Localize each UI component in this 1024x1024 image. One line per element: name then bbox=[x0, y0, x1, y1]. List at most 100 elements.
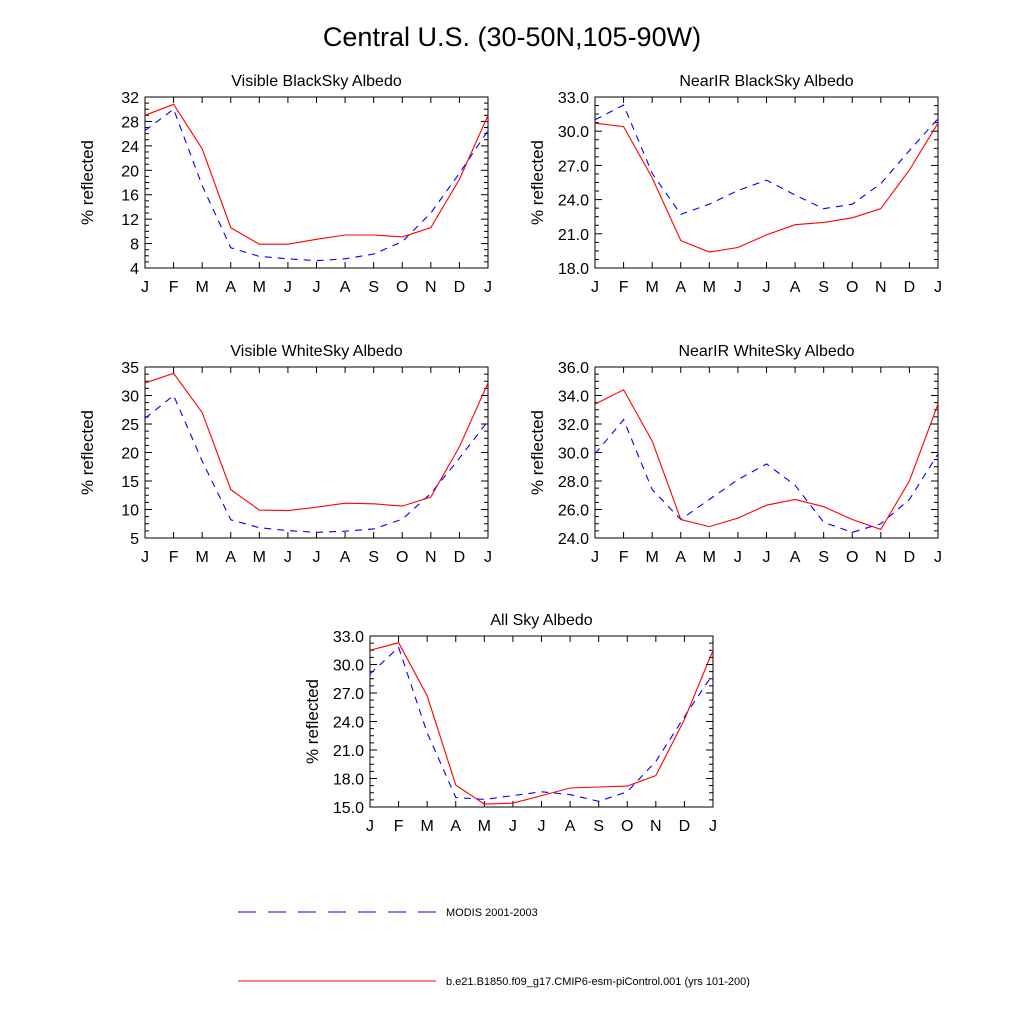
y-tick-label: 24.0 bbox=[333, 715, 364, 732]
y-axis-label: % reflected bbox=[303, 679, 322, 764]
plot-frame bbox=[594, 96, 939, 269]
x-tick-label: F bbox=[619, 549, 629, 566]
x-tick-label: A bbox=[225, 549, 236, 566]
y-tick-label: 30.0 bbox=[558, 446, 589, 463]
x-tick-label: D bbox=[454, 279, 466, 296]
y-axis-label: % reflected bbox=[528, 140, 547, 225]
x-tick-label: M bbox=[196, 549, 209, 566]
x-tick-label: J bbox=[538, 818, 546, 835]
x-tick-label: J bbox=[284, 279, 292, 296]
y-tick-label: 21.0 bbox=[333, 743, 364, 760]
y-tick-label: 34.0 bbox=[558, 389, 589, 406]
y-tick-label: 24 bbox=[121, 139, 139, 156]
x-tick-label: J bbox=[709, 818, 717, 835]
model-series-line bbox=[144, 103, 489, 245]
model-series-line bbox=[594, 122, 939, 253]
y-axis-label: % reflected bbox=[528, 410, 547, 495]
x-tick-label: J bbox=[934, 549, 942, 566]
legend-modis-label: MODIS 2001-2003 bbox=[446, 907, 538, 919]
x-tick-label: A bbox=[450, 818, 461, 835]
x-tick-label: A bbox=[790, 549, 801, 566]
x-tick-label: J bbox=[141, 549, 149, 566]
x-tick-label: F bbox=[169, 549, 179, 566]
model-series-line bbox=[369, 642, 714, 805]
y-tick-label: 15 bbox=[121, 474, 139, 491]
x-tick-label: A bbox=[675, 549, 686, 566]
x-tick-label: J bbox=[313, 279, 321, 296]
x-tick-label: D bbox=[904, 549, 916, 566]
x-tick-label: O bbox=[396, 279, 408, 296]
x-tick-label: N bbox=[650, 818, 662, 835]
y-tick-label: 16 bbox=[121, 188, 139, 205]
legend: MODIS 2001-2003 b.e21.B1850.f09_g17.CMIP6… bbox=[238, 907, 750, 988]
y-tick-label: 30.0 bbox=[333, 658, 364, 675]
x-tick-label: J bbox=[366, 818, 374, 835]
y-tick-label: 32.0 bbox=[558, 417, 589, 434]
y-tick-label: 28 bbox=[121, 114, 139, 131]
x-tick-label: J bbox=[484, 549, 492, 566]
modis-series-line bbox=[369, 646, 714, 802]
y-tick-label: 33.0 bbox=[558, 90, 589, 107]
modis-series-line bbox=[144, 108, 489, 262]
x-tick-label: S bbox=[368, 279, 379, 296]
x-tick-label: S bbox=[818, 549, 829, 566]
x-tick-label: M bbox=[646, 549, 659, 566]
panel-title: NearIR WhiteSky Albedo bbox=[678, 343, 854, 360]
y-tick-label: 5 bbox=[130, 531, 139, 548]
model-series-line bbox=[594, 389, 939, 531]
x-tick-label: J bbox=[509, 818, 517, 835]
x-tick-label: M bbox=[646, 279, 659, 296]
y-tick-label: 21.0 bbox=[558, 227, 589, 244]
y-tick-label: 20 bbox=[121, 163, 139, 180]
y-tick-label: 30 bbox=[121, 389, 139, 406]
x-tick-label: F bbox=[169, 279, 179, 296]
x-tick-label: J bbox=[934, 279, 942, 296]
legend-model-label: b.e21.B1850.f09_g17.CMIP6-esm-piControl.… bbox=[446, 976, 750, 988]
y-axis-label: % reflected bbox=[78, 410, 97, 495]
x-tick-label: S bbox=[818, 279, 829, 296]
y-tick-label: 36.0 bbox=[558, 360, 589, 377]
model-series-line bbox=[144, 372, 489, 512]
x-tick-label: M bbox=[253, 549, 266, 566]
panel-title: Visible BlackSky Albedo bbox=[231, 73, 402, 90]
x-tick-label: M bbox=[703, 279, 716, 296]
x-tick-label: O bbox=[846, 279, 858, 296]
y-tick-label: 30.0 bbox=[558, 124, 589, 141]
x-tick-label: A bbox=[790, 279, 801, 296]
plot-frame bbox=[144, 366, 489, 539]
y-tick-label: 26.0 bbox=[558, 503, 589, 520]
panel-title: Visible WhiteSky Albedo bbox=[230, 343, 402, 360]
y-tick-label: 33.0 bbox=[333, 629, 364, 646]
figure-title: Central U.S. (30-50N,105-90W) bbox=[322, 22, 702, 52]
y-tick-label: 18.0 bbox=[558, 261, 589, 278]
x-tick-label: J bbox=[734, 549, 742, 566]
x-tick-label: M bbox=[253, 279, 266, 296]
panel-title: NearIR BlackSky Albedo bbox=[679, 73, 853, 90]
x-tick-label: J bbox=[763, 549, 771, 566]
y-tick-label: 35 bbox=[121, 360, 139, 377]
x-tick-label: F bbox=[619, 279, 629, 296]
x-tick-label: A bbox=[675, 279, 686, 296]
x-tick-label: O bbox=[846, 549, 858, 566]
x-tick-label: M bbox=[703, 549, 716, 566]
x-tick-label: M bbox=[478, 818, 491, 835]
x-tick-label: A bbox=[565, 818, 576, 835]
modis-series-line bbox=[594, 418, 939, 533]
y-tick-label: 32 bbox=[121, 90, 139, 107]
y-axis-label: % reflected bbox=[78, 140, 97, 225]
x-tick-label: D bbox=[904, 279, 916, 296]
x-tick-label: N bbox=[425, 279, 437, 296]
x-tick-label: N bbox=[875, 549, 887, 566]
plot-frame bbox=[144, 96, 489, 269]
panel-title: All Sky Albedo bbox=[490, 612, 592, 629]
x-tick-label: J bbox=[591, 549, 599, 566]
y-tick-label: 24.0 bbox=[558, 193, 589, 210]
plot-frame bbox=[594, 366, 939, 539]
y-tick-label: 4 bbox=[130, 261, 139, 278]
